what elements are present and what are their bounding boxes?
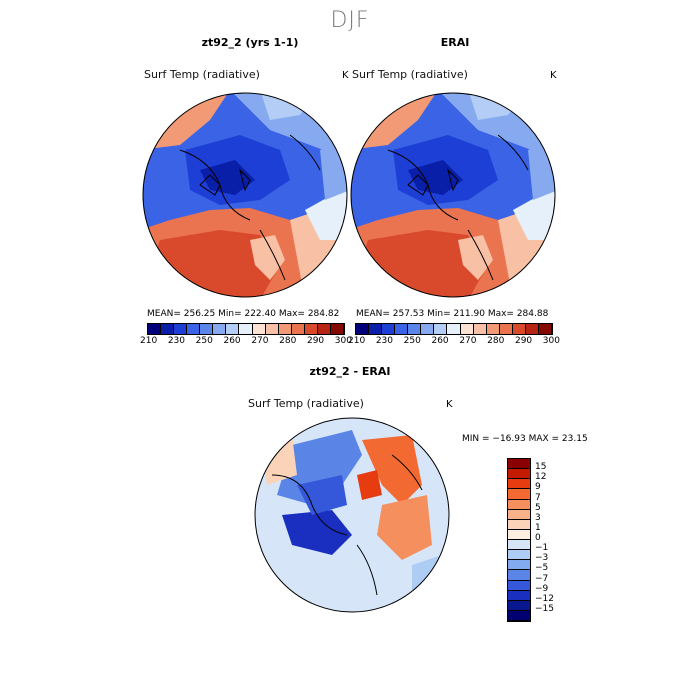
diff-colorbar [507, 458, 531, 622]
colorbar-tick: 290 [306, 336, 325, 346]
diff-colorbar-label: −12 [535, 593, 554, 604]
diff-colorbar-swatch [508, 590, 530, 601]
diff-colorbar-label: 7 [535, 492, 541, 503]
diff-colorbar-label: 5 [535, 502, 541, 513]
colorbar-tick: 250 [403, 336, 421, 346]
colorbar-swatch [434, 324, 448, 334]
colorbar-tick: 270 [251, 336, 269, 346]
diff-units: K [446, 399, 453, 410]
colorbar-swatch [382, 324, 396, 334]
diff-colorbar-label: 1 [535, 522, 541, 533]
colorbar-swatch [239, 324, 253, 334]
diff-colorbar-swatch [508, 509, 530, 520]
colorbar-swatch [369, 324, 383, 334]
colorbar-swatch [213, 324, 227, 334]
diff-colorbar-label: −5 [535, 563, 549, 574]
diff-colorbar-swatch [508, 580, 530, 591]
colorbar-tick: 290 [514, 336, 533, 346]
colorbar-swatch [330, 324, 344, 334]
colorbar-swatch [356, 324, 370, 334]
diff-colorbar-label: 0 [535, 533, 541, 543]
diff-colorbar-labels: 15 12 9 7 5 3 1 0 −1 −3 −5 −7 −9 −12 −15 [535, 458, 575, 620]
obs-stats: MEAN= 257.53 Min= 211.90 Max= 284.88 [356, 309, 549, 319]
obs-var-label: Surf Temp (radiative) [352, 68, 468, 81]
colorbar-swatch [226, 324, 240, 334]
diff-panel-title: zt92_2 - ERAI [309, 365, 391, 378]
model-polar-map [142, 92, 348, 298]
diff-colorbar-swatch [508, 489, 530, 500]
diff-colorbar-swatch [508, 610, 530, 621]
diff-colorbar-swatch [508, 550, 530, 561]
colorbar-swatch [304, 324, 318, 334]
obs-colorbar-ticks: 210 230 250 260 270 280 290 300 [348, 336, 560, 346]
colorbar-swatch [200, 324, 214, 334]
obs-units: K [550, 70, 557, 81]
colorbar-tick: 230 [167, 336, 186, 346]
diff-colorbar-swatch [508, 540, 530, 551]
diff-colorbar-label: 12 [535, 472, 547, 483]
diff-colorbar-label: −3 [535, 553, 549, 564]
diff-colorbar-swatch [508, 600, 530, 611]
colorbar-swatch [525, 324, 539, 334]
diff-colorbar-swatch [508, 499, 530, 510]
diff-colorbar-label: −1 [535, 543, 549, 554]
diff-colorbar-label: −7 [535, 573, 549, 584]
colorbar-tick: 230 [375, 336, 394, 346]
colorbar-swatch [174, 324, 188, 334]
colorbar-tick: 300 [334, 336, 352, 346]
model-units: K [342, 70, 349, 81]
colorbar-swatch [447, 324, 461, 334]
colorbar-tick: 280 [279, 336, 297, 346]
colorbar-swatch [460, 324, 474, 334]
colorbar-swatch [265, 324, 279, 334]
diff-polar-map [254, 417, 450, 613]
figure-title: DJF [330, 8, 370, 33]
diff-colorbar-label: 15 [535, 462, 547, 473]
diff-colorbar-label: −15 [535, 603, 554, 614]
colorbar-tick: 260 [223, 336, 241, 346]
colorbar-tick: 300 [542, 336, 560, 346]
diff-var-label: Surf Temp (radiative) [248, 397, 364, 410]
colorbar-swatch [252, 324, 266, 334]
obs-polar-map [350, 92, 556, 298]
colorbar-tick: 250 [195, 336, 213, 346]
colorbar-swatch [317, 324, 331, 334]
model-var-label: Surf Temp (radiative) [144, 68, 260, 81]
colorbar-swatch [486, 324, 500, 334]
diff-colorbar-swatch [508, 519, 530, 530]
colorbar-tick: 210 [140, 336, 158, 346]
colorbar-tick: 260 [431, 336, 449, 346]
diff-colorbar-label: 9 [535, 482, 541, 493]
colorbar-swatch [395, 324, 409, 334]
diff-colorbar-swatch [508, 469, 530, 480]
colorbar-swatch [499, 324, 513, 334]
colorbar-swatch [148, 324, 162, 334]
colorbar-tick: 210 [348, 336, 366, 346]
diff-colorbar-swatch [508, 529, 530, 540]
model-colorbar [147, 323, 345, 335]
model-panel-title: zt92_2 (yrs 1-1) [201, 36, 299, 49]
colorbar-tick: 280 [487, 336, 505, 346]
diff-colorbar-label: −9 [535, 583, 549, 594]
model-stats: MEAN= 256.25 Min= 222.40 Max= 284.82 [147, 309, 340, 319]
diff-colorbar-swatch [508, 560, 530, 571]
diff-colorbar-label: 3 [535, 512, 541, 523]
colorbar-swatch [473, 324, 487, 334]
obs-panel-title: ERAI [440, 36, 470, 49]
colorbar-swatch [538, 324, 552, 334]
colorbar-swatch [512, 324, 526, 334]
colorbar-swatch [161, 324, 175, 334]
colorbar-swatch [187, 324, 201, 334]
colorbar-swatch [291, 324, 305, 334]
diff-colorbar-swatch [508, 479, 530, 490]
colorbar-tick: 270 [459, 336, 477, 346]
colorbar-swatch [278, 324, 292, 334]
diff-colorbar-swatch [508, 459, 530, 470]
obs-colorbar [355, 323, 553, 335]
diff-stats: MIN = −16.93 MAX = 23.15 [462, 434, 588, 444]
model-colorbar-ticks: 210 230 250 260 270 280 290 300 [140, 336, 352, 346]
diff-colorbar-swatch [508, 570, 530, 581]
colorbar-swatch [408, 324, 422, 334]
colorbar-swatch [421, 324, 435, 334]
